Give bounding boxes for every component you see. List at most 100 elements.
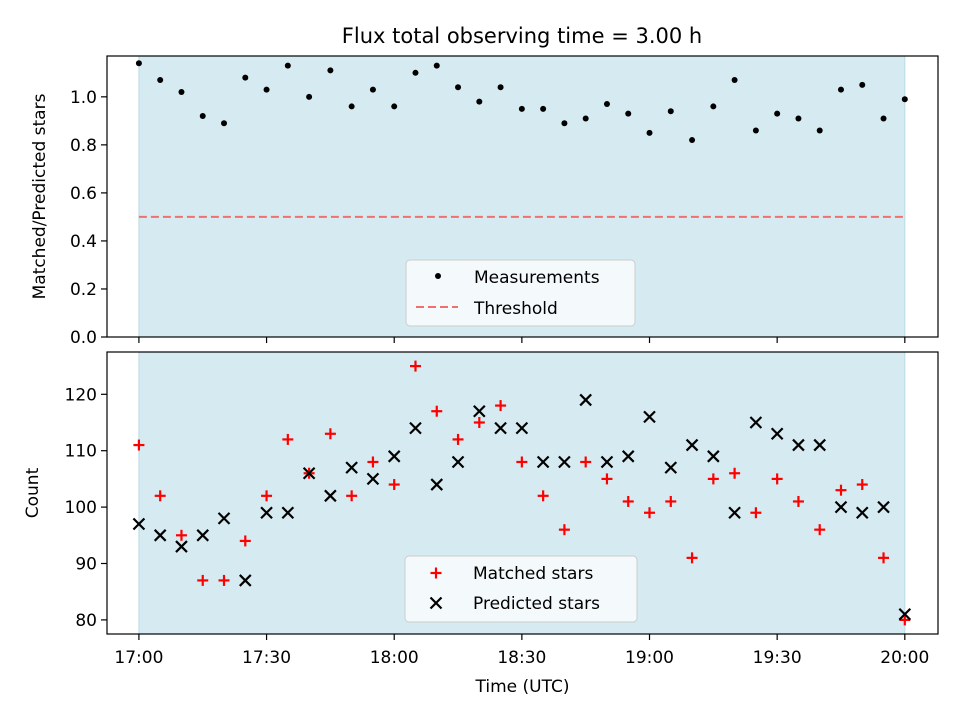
predicted-star-point (494, 421, 507, 435)
measurement-point (391, 103, 398, 110)
matched-star-point (899, 614, 911, 626)
measurement-point (774, 110, 781, 117)
matched-star-point (324, 428, 336, 440)
x-tick-label: 17:30 (242, 648, 291, 668)
y-tick-label: 0.4 (70, 232, 97, 252)
top-axes-frame (106, 55, 939, 338)
measurement-point (476, 98, 483, 105)
measurement-point (369, 86, 376, 93)
legend-threshold-label: Threshold (473, 299, 558, 319)
measurement-point (603, 101, 610, 108)
y-tick-label: 100 (65, 498, 97, 518)
measurement-point (646, 129, 653, 136)
matched-star-point (878, 552, 890, 564)
predicted-star-point (685, 438, 699, 452)
top-legend: Measurements Threshold (405, 259, 636, 327)
measurement-point (455, 84, 462, 91)
matched-star-point (516, 456, 528, 468)
matched-star-point (452, 433, 464, 445)
predicted-star-point (643, 410, 656, 424)
measurement-point (837, 86, 844, 93)
top-y-ticks: 0.0 0.2 0.4 0.6 0.8 1.0 (70, 88, 107, 348)
matched-star-point (133, 439, 145, 451)
top-y-axis-label: Matched/Predicted stars (30, 93, 50, 299)
predicted-star-point (600, 455, 614, 469)
measurement-point (327, 67, 334, 74)
bottom-y-axis-label: Count (23, 467, 43, 518)
matched-star-point (537, 490, 549, 502)
matched-star-point (261, 490, 273, 502)
matched-star-point (856, 479, 868, 491)
predicted-star-point (366, 472, 380, 486)
measurement-point (561, 120, 568, 127)
predicted-star-point (558, 455, 571, 469)
top-panel: 0.0 0.2 0.4 0.6 0.8 1.0 Matched/Predicted sta… (30, 55, 939, 348)
predicted-star-point (749, 416, 763, 429)
matched-star-point (154, 490, 166, 502)
legend-matched-label: Matched stars (473, 564, 593, 584)
measurement-point (306, 93, 313, 100)
predicted-star-point (579, 393, 592, 407)
y-tick-label: 90 (75, 555, 97, 575)
legend-measurements-label: Measurements (474, 268, 600, 288)
y-tick-label: 80 (75, 611, 97, 631)
measurement-point (348, 103, 355, 110)
matched-star-point (622, 495, 634, 507)
predicted-star-point (728, 506, 741, 520)
matched-star-point (239, 535, 251, 547)
measurement-points (135, 60, 908, 144)
y-tick-label: 0.8 (70, 136, 97, 156)
matched-star-point (750, 507, 762, 519)
predicted-star-point (387, 450, 401, 463)
predicted-star-point (153, 529, 167, 542)
bottom-legend-box (404, 555, 638, 623)
predicted-star-point (877, 500, 890, 514)
predicted-star-point (707, 450, 720, 463)
predicted-star-point (132, 517, 146, 531)
predicted-star-point (196, 529, 210, 542)
y-tick-label: 1.0 (70, 88, 97, 108)
matched-star-point (409, 360, 421, 372)
measurement-point (540, 105, 547, 112)
matched-star-point (388, 479, 400, 491)
matched-star-point (197, 574, 209, 586)
predicted-star-point (175, 540, 188, 553)
matched-star-point (558, 524, 570, 536)
predicted-star-point (664, 461, 678, 474)
measurement-point (221, 120, 228, 127)
matched-star-point (495, 400, 507, 412)
x-tick-label: 19:30 (753, 648, 802, 668)
matched-star-point (282, 433, 294, 445)
predicted-star-point (536, 455, 550, 469)
x-tick-label: 20:00 (880, 648, 929, 668)
y-tick-label: 0.6 (70, 184, 97, 204)
measurement-point (731, 77, 738, 84)
predicted-star-point (855, 506, 869, 520)
measurement-point (497, 84, 504, 91)
measurement-point (242, 74, 249, 81)
matched-star-point (431, 405, 443, 417)
predicted-star-point (217, 512, 231, 525)
top-x-ticks (138, 337, 906, 343)
y-tick-label: 0.0 (70, 328, 97, 348)
matched-star-point (665, 495, 677, 507)
predicted-star-point (451, 455, 465, 469)
bottom-axes-frame (106, 351, 939, 635)
x-tick-label: 18:00 (370, 648, 419, 668)
predicted-star-point (430, 478, 444, 491)
measurement-point (433, 62, 440, 69)
top-legend-box (405, 259, 636, 327)
predicted-star-point (409, 421, 422, 435)
matched-star-point (473, 417, 485, 428)
predicted-star-point (515, 421, 529, 435)
bottom-legend: Matched stars Predicted stars (404, 555, 638, 623)
legend-plus (430, 567, 442, 579)
measurement-point (135, 60, 142, 67)
measurement-point (880, 115, 887, 122)
predicted-star-point (324, 489, 337, 503)
matched-star-point (729, 467, 741, 479)
predicted-star-point (345, 461, 358, 474)
matched-star-point (814, 524, 826, 536)
predicted-star-point (813, 438, 826, 452)
